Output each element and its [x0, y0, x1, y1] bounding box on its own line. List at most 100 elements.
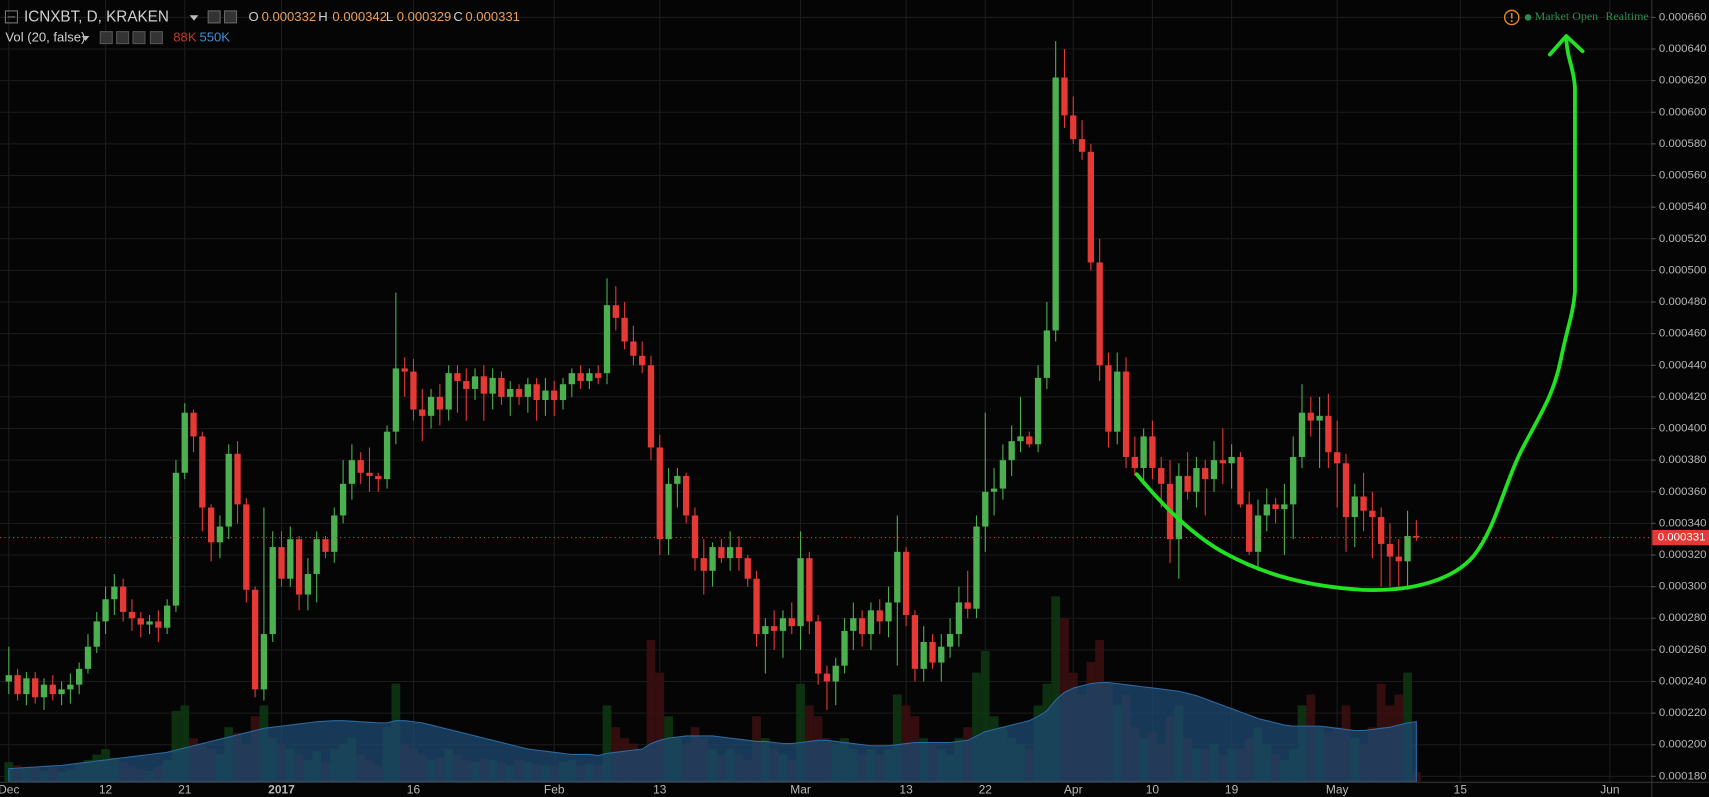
candle-body [718, 547, 725, 559]
candle-body [383, 431, 391, 480]
x-tick-label: 13 [899, 783, 913, 797]
x-tick-label: Feb [544, 783, 565, 797]
x-tick-label: 10 [1146, 783, 1160, 797]
candle-body [1034, 377, 1042, 445]
candle-body [128, 611, 136, 619]
x-tick-label: Apr [1064, 783, 1083, 797]
candle-body [823, 673, 831, 682]
candle-body [709, 547, 716, 571]
candle-body [93, 621, 100, 647]
settings-button[interactable] [207, 10, 221, 24]
candle-body [1052, 77, 1059, 331]
candle-body [551, 390, 558, 401]
candle-body [207, 507, 215, 543]
candle-body [533, 384, 540, 401]
candle-body [973, 526, 980, 609]
annotation-arrowhead [1547, 34, 1585, 57]
candle-body [955, 602, 963, 635]
candle-body [155, 621, 162, 628]
ohlc-value: 0.000332 [262, 9, 317, 24]
candle-body [867, 610, 875, 635]
candle-body [524, 384, 531, 397]
y-tick-label: 0.000320 [1659, 549, 1707, 561]
candle-body [876, 610, 883, 622]
candle-body [727, 547, 734, 559]
candle-body [137, 618, 144, 625]
candle-body [911, 615, 919, 669]
last-price-label: 0.000331 [1658, 532, 1706, 544]
candle-body [410, 371, 417, 410]
candle-body [1307, 412, 1314, 421]
candle-body [586, 373, 593, 382]
candle-body [788, 618, 795, 627]
alert-icon[interactable] [1503, 9, 1520, 26]
candle-body [1369, 510, 1376, 518]
x-tick-label: 19 [1225, 783, 1239, 797]
candle-body [436, 396, 444, 410]
volume-bar [1051, 596, 1061, 782]
y-tick-label: 0.000360 [1659, 486, 1707, 498]
y-tick-label: 0.000520 [1659, 233, 1707, 245]
candle-body [639, 355, 646, 366]
y-tick-label: 0.000640 [1659, 43, 1707, 55]
candle-body [366, 472, 373, 476]
candle-body [1281, 504, 1288, 510]
symbol-icon[interactable] [4, 10, 18, 24]
candle-body [1105, 365, 1112, 432]
indicator-button[interactable] [132, 31, 146, 45]
candle-body [67, 684, 74, 690]
y-tick-label: 0.000620 [1659, 75, 1707, 87]
candle-body [990, 488, 998, 492]
candle-body [1140, 436, 1147, 469]
candle-body [850, 618, 857, 631]
y-tick-label: 0.000220 [1659, 707, 1707, 719]
candle-body [23, 678, 30, 695]
candle-body [190, 412, 197, 437]
candle-body [111, 586, 118, 600]
candle-body [1272, 504, 1279, 510]
candle-body [797, 558, 804, 627]
candle-body [938, 646, 945, 663]
y-tick-label: 0.000460 [1659, 328, 1707, 340]
x-tick-label: Mar [790, 783, 811, 797]
candle-body [964, 602, 971, 609]
ohlc-key: L [386, 9, 393, 24]
candle-body [753, 578, 760, 635]
candle-body [1061, 77, 1068, 116]
volume-ma-area [8, 681, 1417, 783]
candle-body [32, 678, 39, 698]
candle-body [1298, 412, 1306, 457]
candle-body [665, 483, 672, 540]
indicator-close[interactable] [149, 31, 163, 45]
candle-body [278, 547, 285, 579]
candle-body [1158, 468, 1165, 484]
candle-body [445, 373, 452, 410]
candle-body [691, 515, 699, 559]
indicator-button[interactable] [116, 31, 130, 45]
x-tick-label: May [1326, 783, 1349, 797]
candle-body [647, 365, 655, 448]
candle-body [542, 390, 549, 401]
candle-body [251, 589, 259, 690]
candle-body [234, 453, 241, 505]
candle-body [40, 684, 48, 698]
volume-bar [796, 683, 805, 782]
candle-body [471, 376, 479, 389]
candle-body [515, 388, 523, 397]
candle-body [1351, 496, 1358, 518]
y-tick-label: 0.000180 [1659, 770, 1707, 782]
compare-button[interactable] [223, 10, 238, 24]
candle-body [1395, 556, 1402, 562]
indicator-button[interactable] [99, 31, 113, 45]
indicator-name[interactable]: Vol (20, false) [5, 30, 85, 45]
candle-body [858, 618, 866, 635]
indicator-dropdown[interactable] [81, 35, 90, 41]
annotation-curve [1134, 36, 1577, 592]
candle-body [885, 602, 892, 622]
symbol-dropdown[interactable] [189, 15, 199, 21]
volume-bar [180, 705, 190, 782]
y-tick-label: 0.000420 [1659, 391, 1707, 403]
symbol[interactable]: ICNXBT, D, KRAKEN [24, 8, 169, 25]
